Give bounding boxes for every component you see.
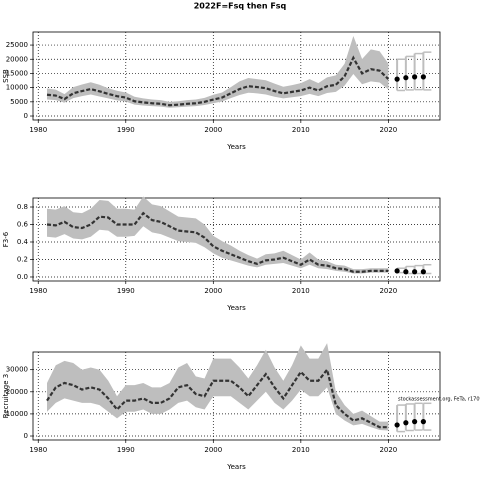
y-axis-label: F3-6 <box>2 231 10 247</box>
forecast-point <box>420 419 426 425</box>
y-tick-label: 10000 <box>6 410 28 418</box>
forecast-point <box>420 269 426 275</box>
forecast-point <box>412 74 418 80</box>
forecast-point <box>420 74 426 80</box>
y-tick-label: 30000 <box>6 366 28 374</box>
y-tick-label: 0.4 <box>17 238 29 246</box>
x-tick-label: 2010 <box>292 287 310 295</box>
x-tick-label: 2020 <box>379 126 397 134</box>
y-tick-label: 0 <box>24 432 28 440</box>
y-tick-label: 15000 <box>6 69 28 77</box>
x-tick-label: 2010 <box>292 126 310 134</box>
y-tick-label: 20000 <box>6 55 28 63</box>
y-tick-label: 5000 <box>10 98 28 106</box>
x-tick-label: 1990 <box>117 446 135 454</box>
x-tick-label: 2000 <box>204 126 222 134</box>
y-tick-label: 20000 <box>6 388 28 396</box>
x-axis-label: Years <box>226 304 246 312</box>
plot-frame <box>32 197 441 282</box>
chart-title: 2022F=Fsq then Fsq <box>194 2 287 11</box>
forecast-point <box>403 75 409 81</box>
y-tick-label: 10000 <box>6 84 28 92</box>
annotation: stockassessment.org, FeTa, r17092, git:e… <box>398 397 480 403</box>
plot-frame <box>32 351 441 441</box>
forecast-point <box>394 76 400 82</box>
forecast-point <box>412 419 418 425</box>
x-tick-label: 2000 <box>204 287 222 295</box>
x-tick-label: 2020 <box>379 287 397 295</box>
forecast-point <box>403 420 409 426</box>
y-tick-label: 0.6 <box>17 221 29 229</box>
forecast-point <box>412 269 418 275</box>
y-axis-label: Recruitage 3 <box>2 374 10 418</box>
y-tick-label: 0.8 <box>17 203 28 211</box>
x-tick-label: 2010 <box>292 446 310 454</box>
y-tick-label: 0 <box>24 112 28 120</box>
forecast-point <box>394 422 400 428</box>
plot-frame <box>32 31 441 121</box>
x-axis-label: Years <box>226 143 246 151</box>
y-tick-label: 0.2 <box>17 255 28 263</box>
x-tick-label: 2020 <box>379 446 397 454</box>
y-tick-label: 25000 <box>6 41 28 49</box>
y-axis-label: SSB <box>2 69 10 83</box>
confidence-band <box>47 343 389 431</box>
x-axis-label: Years <box>226 463 246 471</box>
x-tick-label: 1980 <box>29 287 47 295</box>
forecast-point <box>394 268 400 274</box>
estimate-line <box>46 367 389 429</box>
x-tick-label: 2000 <box>204 446 222 454</box>
y-tick-label: 0.0 <box>17 273 28 281</box>
estimate-line <box>46 55 390 107</box>
x-tick-label: 1980 <box>29 446 47 454</box>
x-tick-label: 1990 <box>117 126 135 134</box>
forecast-point <box>403 269 409 275</box>
x-tick-label: 1990 <box>117 287 135 295</box>
estimate-line <box>46 211 389 273</box>
confidence-band <box>47 35 389 108</box>
x-tick-label: 1980 <box>29 126 47 134</box>
confidence-band <box>47 196 389 274</box>
